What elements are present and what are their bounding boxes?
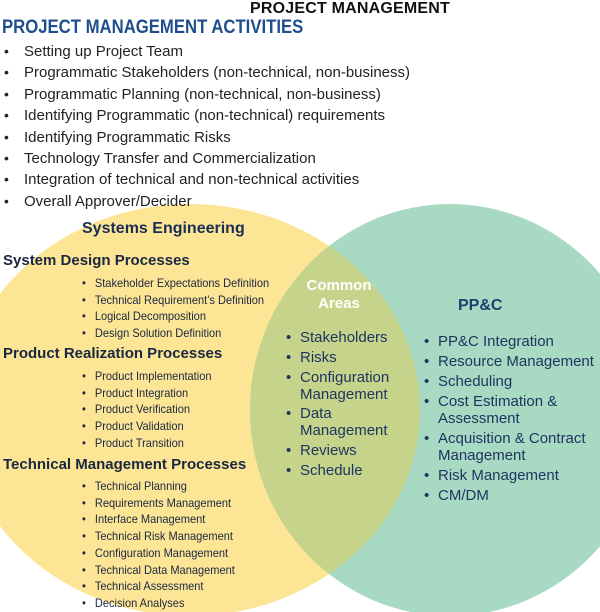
list-item: • Technology Transfer and Commercializati… <box>4 150 316 168</box>
list-item: • Integration of technical and non-techni… <box>4 171 360 189</box>
common-areas-overlap <box>250 204 420 612</box>
list-item: • PP&C Integration <box>424 333 554 350</box>
list-item: Product Transition <box>82 435 211 452</box>
list-item: • Programmatic Planning (non-technical, n… <box>4 85 381 103</box>
list-item: • Schedule <box>286 462 363 479</box>
technical-management-list: Technical Planning Requirements Manageme… <box>82 478 248 612</box>
list-item: Configuration Management <box>82 545 235 562</box>
list-item: • Cost Estimation & Assessment <box>424 393 558 427</box>
list-item: Technical Assessment <box>82 578 235 595</box>
list-item: Technical Data Management <box>82 562 235 579</box>
list-item: Design Solution Definition <box>82 325 269 342</box>
list-item: Product Validation <box>82 418 211 435</box>
list-item: • Setting up Project Team <box>4 43 183 60</box>
list-item: • Reviews <box>286 442 357 459</box>
list-item: • Configuration Management <box>286 369 390 403</box>
list-item: Logical Decomposition <box>82 308 269 325</box>
list-item: • Programmatic Stakeholders (non-technica… <box>4 64 411 82</box>
ppc-list: • PP&C Integration • Resource Management •… <box>424 333 600 504</box>
list-item: Requirements Management <box>82 495 235 512</box>
list-item: Product Verification <box>82 401 211 418</box>
system-design-title: System Design Processes <box>3 252 190 269</box>
list-item: • Identifying Programmatic Risks <box>4 128 231 146</box>
list-item: Interface Management <box>82 511 235 528</box>
list-item: • Resource Management <box>424 353 594 370</box>
product-realization-list: Product Implementation Product Integrati… <box>82 368 223 452</box>
list-item: • CM/DM <box>424 487 489 504</box>
page-title: PROJECT MANAGEMENT <box>249 0 451 17</box>
list-item: Stakeholder Expectations Definition <box>82 275 269 292</box>
list-item: Decision Analyses <box>82 595 235 612</box>
list-item: • Risk Management <box>424 467 559 484</box>
list-item: • Scheduling <box>424 373 513 390</box>
list-item: Technical Planning <box>82 478 235 495</box>
list-item: • Risks <box>286 349 337 366</box>
list-item: Product Implementation <box>82 368 212 385</box>
ppc-heading: PP&C <box>458 297 503 314</box>
list-item: • Acquisition & Contract Management <box>424 430 586 464</box>
product-realization-title: Product Realization Processes <box>3 345 223 362</box>
pm-activities-heading: PROJECT MANAGEMENT ACTIVITIES <box>2 17 304 38</box>
system-design-list: Stakeholder Expectations Definition Tech… <box>82 275 285 342</box>
technical-management-title: Technical Management Processes <box>3 456 247 473</box>
list-item: • Data Management <box>286 405 388 439</box>
common-areas-heading: Common Areas <box>306 277 372 312</box>
common-areas-list: • Stakeholders • Risks • Configuration Mana… <box>286 329 406 479</box>
pm-activities-list: • Setting up Project Team • Programmatic S… <box>2 41 410 212</box>
systems-engineering-heading: Systems Engineering <box>82 220 245 237</box>
list-item: • Identifying Programmatic (non-technical… <box>4 107 385 125</box>
list-item: • Overall Approver/Decider <box>4 192 192 210</box>
list-item: Technical Requirement’s Definition <box>82 292 269 309</box>
list-item: Technical Risk Management <box>82 528 235 545</box>
list-item: • Stakeholders <box>286 329 388 346</box>
list-item: Product Integration <box>82 385 211 402</box>
